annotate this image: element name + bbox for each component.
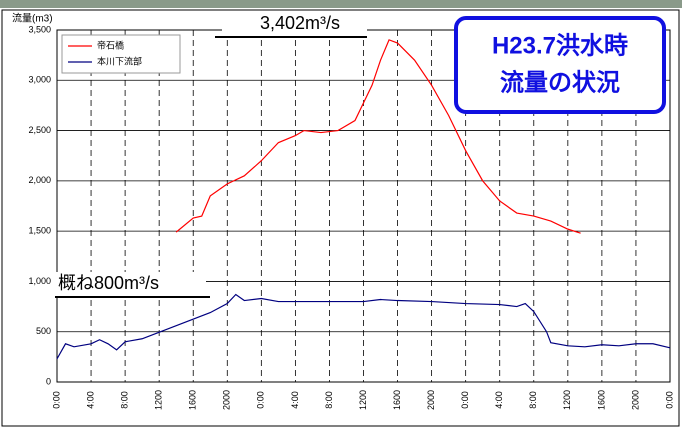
x-tick-label: 2000 <box>630 390 640 410</box>
y-tick-label: 3,500 <box>28 24 51 34</box>
y-tick-label: 3,000 <box>28 75 51 85</box>
y-tick-label: 500 <box>36 326 51 336</box>
annotation: 概ね800m³/s <box>58 273 159 293</box>
x-tick-label: 0:00 <box>460 391 470 409</box>
x-tick-label: 0:00 <box>664 391 674 409</box>
y-tick-label: 1,500 <box>28 226 51 236</box>
x-tick-label: 1200 <box>562 390 572 410</box>
y-tick-label: 2,500 <box>28 125 51 135</box>
x-tick-label: 8:00 <box>528 391 538 409</box>
x-tick-label: 8:00 <box>119 391 129 409</box>
x-tick-label: 4:00 <box>494 391 504 409</box>
legend-label: 本川下流部 <box>97 55 142 66</box>
top-strip <box>0 0 682 8</box>
legend-box <box>61 34 181 74</box>
data-line <box>175 39 581 234</box>
x-tick-label: 1200 <box>358 390 368 410</box>
y-axis-label: 流量(m3) <box>12 12 53 25</box>
x-tick-label: 0:00 <box>51 391 61 409</box>
x-tick-label: 1600 <box>188 390 198 410</box>
x-tick-label: 1200 <box>154 390 164 410</box>
legend-label: 帝石橋 <box>97 39 124 50</box>
title-line: 流量の状況 <box>500 69 620 96</box>
x-tick-label: 1600 <box>596 390 606 410</box>
x-tick-label: 2000 <box>222 390 232 410</box>
y-tick-label: 0 <box>46 376 51 386</box>
x-tick-label: 0:00 <box>256 391 266 409</box>
annotation: 3,402m³/s <box>260 13 340 33</box>
x-tick-label: 8:00 <box>324 391 334 409</box>
x-tick-label: 4:00 <box>85 391 95 409</box>
title-line: H23.7洪水時 <box>492 32 628 59</box>
x-tick-label: 1600 <box>392 390 402 410</box>
data-line <box>56 293 671 360</box>
y-tick-label: 2,000 <box>28 175 51 185</box>
annotation-bg <box>222 12 367 36</box>
title-box <box>454 16 666 114</box>
annotation-bg <box>56 272 206 296</box>
x-tick-label: 4:00 <box>290 391 300 409</box>
y-tick-label: 1,000 <box>28 276 51 286</box>
x-tick-label: 2000 <box>426 390 436 410</box>
